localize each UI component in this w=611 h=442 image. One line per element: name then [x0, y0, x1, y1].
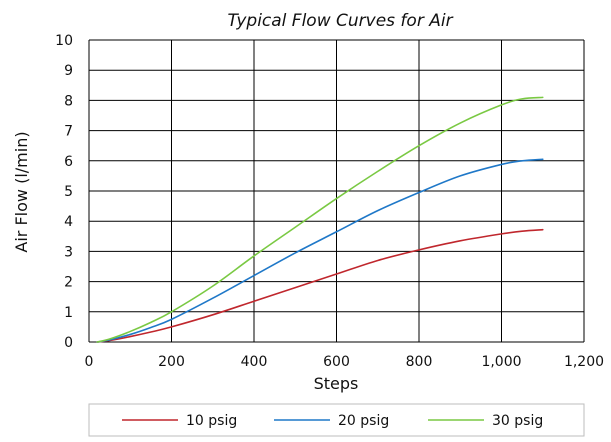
x-axis-ticks: 0 200 400 600 800 1,000 1,200: [85, 354, 605, 370]
y-tick-label: 7: [64, 124, 73, 140]
y-tick-label: 8: [64, 93, 73, 109]
x-tick-label: 800: [406, 354, 433, 370]
x-axis-label: Steps: [314, 374, 359, 393]
x-tick-label: 400: [241, 354, 268, 370]
legend-label-30-psig: 30 psig: [492, 413, 543, 429]
x-tick-label: 0: [85, 354, 94, 370]
legend-label-20-psig: 20 psig: [338, 413, 389, 429]
x-tick-label: 600: [323, 354, 350, 370]
series-line-30-psig: [96, 96, 544, 343]
y-tick-label: 1: [64, 305, 73, 321]
series-line-10-psig: [96, 228, 544, 343]
y-tick-label: 10: [55, 33, 73, 49]
series-layer: [96, 96, 544, 343]
y-tick-label: 6: [64, 154, 73, 170]
y-tick-label: 5: [64, 184, 73, 200]
legend-label-10-psig: 10 psig: [186, 413, 237, 429]
y-tick-label: 2: [64, 275, 73, 291]
y-tick-label: 9: [64, 63, 73, 79]
x-tick-label: 200: [158, 354, 185, 370]
y-tick-label: 0: [64, 335, 73, 351]
chart-title: Typical Flow Curves for Air: [227, 11, 453, 31]
y-tick-label: 4: [64, 214, 73, 230]
y-tick-label: 3: [64, 244, 73, 260]
y-axis-label: Air Flow (l/min): [12, 131, 31, 252]
legend-box: [88, 403, 585, 437]
x-tick-label: 1,000: [481, 354, 521, 370]
series-line-20-psig: [96, 158, 544, 343]
y-axis-ticks: 0 1 2 3 4 5 6 7 8 9 10: [55, 33, 73, 351]
grid: [88, 39, 585, 343]
legend: 10 psig 20 psig 30 psig: [88, 403, 585, 437]
x-tick-label: 1,200: [564, 354, 604, 370]
